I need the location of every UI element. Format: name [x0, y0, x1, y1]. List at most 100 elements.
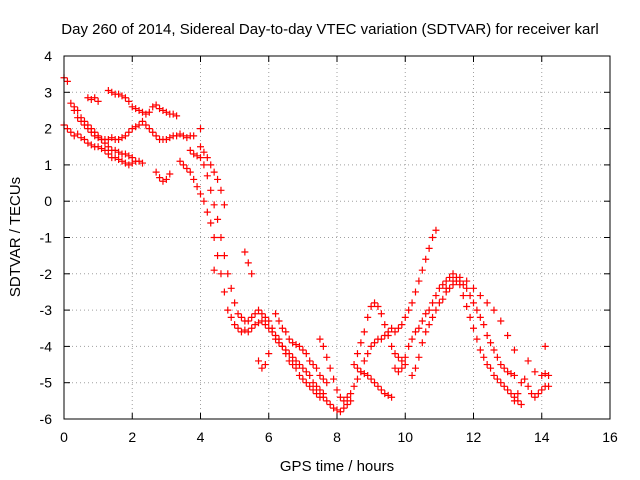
data-point [507, 370, 515, 378]
data-point [224, 270, 232, 278]
data-point [394, 324, 402, 332]
data-point [442, 277, 450, 285]
data-point [162, 108, 170, 116]
data-point [347, 397, 355, 405]
data-point [118, 134, 126, 142]
data-point [524, 382, 532, 390]
data-point [377, 335, 385, 343]
data-point [210, 201, 218, 209]
data-point [353, 375, 361, 383]
data-point [104, 135, 112, 143]
data-point [371, 379, 379, 387]
data-point [350, 361, 358, 369]
data-point [111, 154, 119, 162]
x-tick-label: 6 [265, 429, 273, 445]
data-point [292, 364, 300, 372]
data-point [94, 97, 102, 105]
data-point [336, 393, 344, 401]
data-point [166, 134, 174, 142]
data-point [531, 393, 539, 401]
data-point [135, 121, 143, 129]
data-point [70, 103, 78, 111]
data-point [459, 292, 467, 300]
data-point [398, 321, 406, 329]
data-point [101, 139, 109, 147]
data-point [118, 92, 126, 100]
data-point [299, 346, 307, 354]
data-point [473, 306, 481, 314]
data-point [422, 255, 430, 263]
data-point [200, 161, 208, 169]
data-point [531, 368, 539, 376]
data-point [190, 132, 198, 140]
data-point [159, 106, 167, 114]
data-point [313, 390, 321, 398]
data-point [101, 146, 109, 154]
data-point [248, 270, 256, 278]
data-point [200, 148, 208, 156]
data-point [74, 130, 82, 138]
data-point [353, 364, 361, 372]
x-tick-label: 10 [397, 429, 413, 445]
data-point [278, 324, 286, 332]
x-tick-labels: 0 2 4 6 8 10 12 14 16 [60, 429, 618, 445]
data-point [77, 134, 85, 142]
data-point [497, 379, 505, 387]
data-point [367, 342, 375, 350]
data-point [470, 284, 477, 292]
data-point [309, 386, 317, 394]
data-point [115, 90, 123, 98]
x-tick-label: 16 [602, 429, 618, 445]
data-point [510, 346, 518, 354]
data-point [490, 346, 498, 354]
data-point [227, 284, 235, 292]
data-point [388, 393, 396, 401]
data-point [74, 106, 82, 114]
data-point [220, 252, 228, 260]
data-point [255, 306, 263, 314]
data-point [449, 277, 457, 285]
y-tick-label: -6 [40, 411, 53, 427]
data-point [162, 175, 170, 183]
data-point [176, 157, 184, 165]
data-point [463, 277, 471, 285]
data-point [258, 310, 266, 318]
data-point [295, 361, 303, 369]
data-point [422, 310, 430, 318]
data-point [476, 313, 484, 321]
data-point [234, 324, 242, 332]
data-point [449, 270, 457, 278]
data-point [504, 386, 512, 394]
data-point [125, 128, 133, 136]
data-point [152, 101, 160, 109]
data-point [282, 346, 290, 354]
data-point [405, 342, 413, 350]
data-point [367, 302, 375, 310]
data-point [295, 371, 303, 379]
data-point [500, 382, 508, 390]
data-point [306, 371, 314, 379]
data-point [132, 105, 140, 113]
data-point [210, 168, 218, 176]
data-point [272, 310, 280, 318]
data-point [128, 125, 136, 133]
data-point [302, 379, 310, 387]
data-point [272, 332, 280, 340]
data-point [258, 364, 266, 372]
y-tick-label: 0 [44, 193, 52, 209]
y-tick-label: 2 [44, 121, 52, 137]
x-tick-label: 2 [128, 429, 136, 445]
data-point [493, 353, 501, 361]
data-point [391, 328, 399, 336]
data-point [432, 306, 440, 314]
data-point [115, 148, 123, 156]
data-point [510, 397, 518, 405]
data-point [340, 404, 348, 412]
data-point [285, 357, 293, 365]
data-point [466, 292, 474, 300]
data-point [285, 350, 293, 358]
data-point [360, 328, 368, 336]
data-point [381, 321, 389, 329]
data-point [490, 306, 498, 314]
data-point [343, 400, 351, 408]
